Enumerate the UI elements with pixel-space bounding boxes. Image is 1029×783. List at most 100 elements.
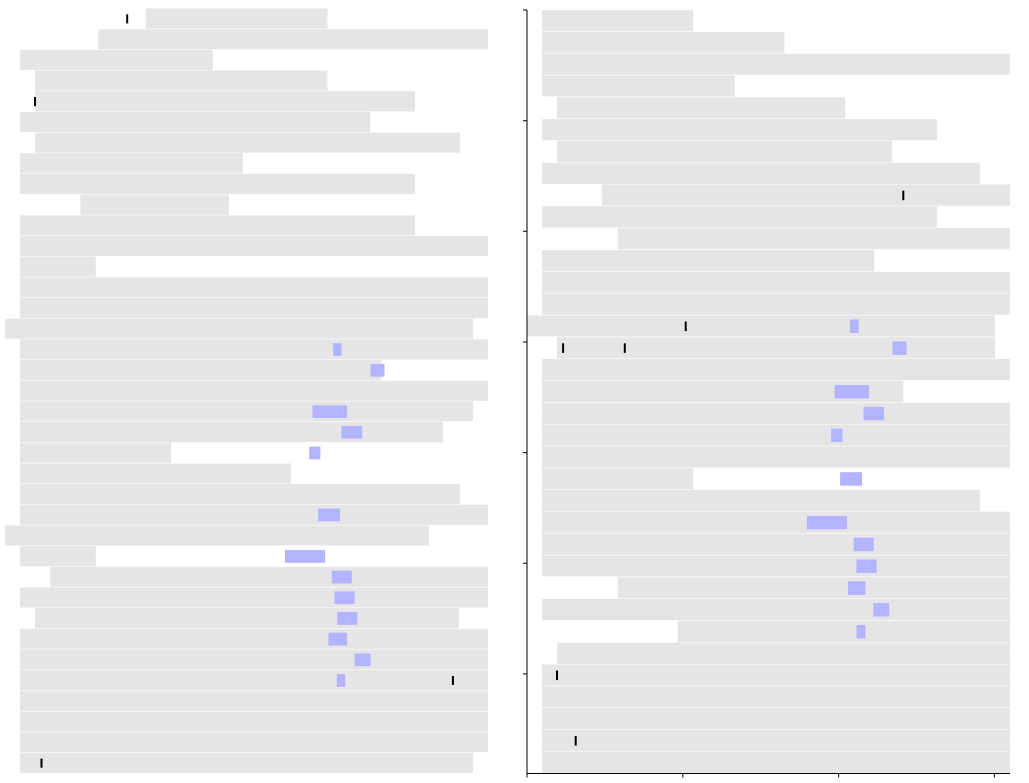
bar — [20, 649, 488, 670]
bar — [542, 599, 1010, 621]
bar — [542, 119, 937, 141]
bar — [542, 751, 1010, 773]
bar — [20, 339, 488, 360]
highlight-bar — [840, 472, 863, 486]
bar — [20, 49, 213, 70]
bar — [20, 732, 488, 753]
bar — [20, 504, 488, 525]
bar — [617, 577, 1010, 599]
bar — [527, 315, 995, 337]
bar — [542, 75, 735, 97]
bar — [542, 206, 937, 228]
bar — [542, 53, 1010, 75]
highlight-bar — [328, 632, 348, 646]
right-bar-chart — [523, 9, 1010, 778]
bar — [542, 468, 694, 490]
bar — [35, 132, 460, 153]
highlight-bar — [849, 319, 859, 333]
bar — [20, 442, 172, 463]
bar — [20, 752, 473, 773]
bar — [20, 256, 96, 277]
highlight-bar — [831, 428, 843, 443]
bar — [542, 424, 1010, 446]
bar — [20, 711, 488, 732]
bar — [20, 298, 488, 319]
bar — [542, 293, 1010, 315]
bar — [542, 250, 875, 272]
marker-tick — [40, 758, 43, 768]
highlight-bar — [892, 341, 907, 355]
bar — [35, 91, 415, 112]
bar — [50, 566, 488, 587]
marker-tick — [451, 675, 454, 685]
bar — [542, 489, 980, 512]
bar — [557, 97, 846, 119]
highlight-bar — [334, 591, 355, 605]
highlight-bar — [806, 515, 848, 530]
bar — [35, 608, 459, 629]
bar — [557, 642, 1010, 664]
bar — [20, 422, 444, 443]
bar — [20, 628, 488, 649]
bar — [20, 235, 488, 256]
bar — [542, 511, 1010, 533]
highlight-bar — [834, 385, 870, 399]
bar — [542, 359, 1010, 381]
bar — [145, 8, 328, 29]
highlight-bar — [333, 343, 342, 356]
bar — [542, 162, 980, 184]
bar — [5, 318, 473, 339]
bar — [542, 708, 1010, 730]
bar — [20, 173, 415, 194]
bar — [20, 153, 243, 174]
highlight-bar — [856, 624, 866, 639]
highlight-bar — [312, 405, 348, 419]
highlight-bar — [370, 363, 385, 377]
highlight-bar — [284, 550, 326, 563]
left-bar-chart — [5, 8, 488, 773]
bar — [542, 271, 1010, 293]
bar — [20, 690, 488, 711]
bar — [20, 587, 488, 608]
bar — [542, 533, 1010, 555]
bar — [542, 729, 1010, 752]
bar — [542, 380, 904, 402]
highlight-bar — [848, 581, 866, 595]
bar — [557, 337, 995, 359]
highlight-bar — [337, 612, 358, 625]
bar — [617, 228, 1010, 250]
marker-tick — [126, 14, 129, 24]
highlight-bar — [341, 425, 363, 439]
marker-tick — [34, 97, 36, 107]
bar — [542, 31, 785, 53]
highlight-bar — [863, 406, 885, 421]
bar — [20, 463, 291, 484]
bar — [542, 555, 1010, 577]
highlight-bar — [853, 537, 874, 552]
marker-tick — [684, 321, 687, 332]
highlight-bar — [336, 674, 346, 687]
bar — [20, 546, 96, 567]
bar — [5, 525, 429, 546]
bar — [98, 29, 488, 50]
highlight-bar — [318, 508, 341, 522]
highlight-bar — [354, 653, 371, 667]
bar — [35, 70, 328, 91]
bar — [20, 277, 488, 298]
bar — [542, 446, 1010, 468]
highlight-bar — [309, 446, 321, 460]
bar — [20, 401, 473, 422]
bar — [20, 484, 460, 505]
highlight-bar — [873, 603, 890, 617]
bar — [542, 686, 1010, 708]
bar — [542, 10, 694, 32]
marker-tick — [562, 343, 565, 353]
marker-tick — [902, 190, 905, 201]
marker-tick — [556, 670, 558, 681]
marker-tick — [623, 343, 626, 353]
bar — [20, 215, 415, 236]
bar — [20, 360, 382, 381]
bar — [20, 670, 488, 691]
bar — [601, 184, 1010, 206]
